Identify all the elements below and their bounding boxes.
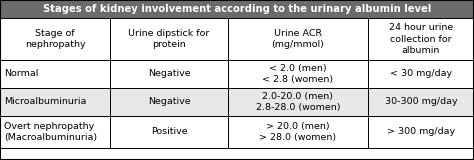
Bar: [368, 60, 474, 88]
Text: Microalbuminuria: Microalbuminuria: [4, 97, 86, 107]
Text: 2.0-20.0 (men)
2.8-28.0 (women): 2.0-20.0 (men) 2.8-28.0 (women): [256, 92, 340, 112]
Bar: [0, 60, 110, 88]
Bar: [368, 18, 474, 60]
Text: > 300 mg/day: > 300 mg/day: [387, 128, 455, 136]
Bar: [368, 116, 474, 148]
Bar: [110, 60, 228, 88]
Bar: [0, 116, 110, 148]
Bar: [228, 88, 368, 116]
Text: 24 hour urine
collection for
albumin: 24 hour urine collection for albumin: [389, 23, 453, 55]
Text: Stage of
nephropathy: Stage of nephropathy: [25, 29, 85, 49]
Bar: [228, 60, 368, 88]
Text: Overt nephropathy
(Macroalbuminuria): Overt nephropathy (Macroalbuminuria): [4, 122, 97, 142]
Bar: [228, 116, 368, 148]
Text: Urine dipstick for
protein: Urine dipstick for protein: [128, 29, 210, 49]
Text: Negative: Negative: [148, 69, 191, 79]
Bar: [368, 88, 474, 116]
Text: > 20.0 (men)
> 28.0 (women): > 20.0 (men) > 28.0 (women): [259, 122, 337, 142]
Text: < 2.0 (men)
< 2.8 (women): < 2.0 (men) < 2.8 (women): [263, 64, 334, 84]
Text: Urine ACR
(mg/mmol): Urine ACR (mg/mmol): [272, 29, 324, 49]
Text: Positive: Positive: [151, 128, 187, 136]
Text: < 30 mg/day: < 30 mg/day: [390, 69, 452, 79]
Bar: [110, 88, 228, 116]
Bar: [0, 88, 110, 116]
Bar: [0, 18, 110, 60]
Bar: [228, 18, 368, 60]
Text: Negative: Negative: [148, 97, 191, 107]
Text: 30-300 mg/day: 30-300 mg/day: [385, 97, 457, 107]
Text: Stages of kidney involvement according to the urinary albumin level: Stages of kidney involvement according t…: [43, 4, 431, 14]
Bar: [110, 116, 228, 148]
Text: Normal: Normal: [4, 69, 38, 79]
Bar: [0, 0, 474, 18]
Bar: [110, 18, 228, 60]
